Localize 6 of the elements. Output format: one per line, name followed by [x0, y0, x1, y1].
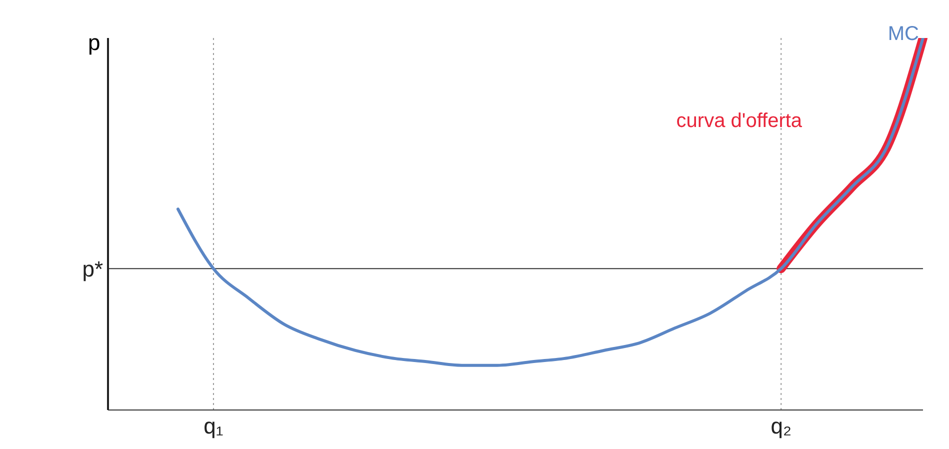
y-axis-title: p	[88, 30, 100, 56]
ref-line-label: p*	[82, 256, 104, 282]
series-label: MC	[888, 23, 919, 45]
text: curva d'offerta	[676, 110, 803, 132]
x-tick-label: q₂	[770, 414, 792, 439]
x-tick-label: q₁	[204, 414, 224, 439]
